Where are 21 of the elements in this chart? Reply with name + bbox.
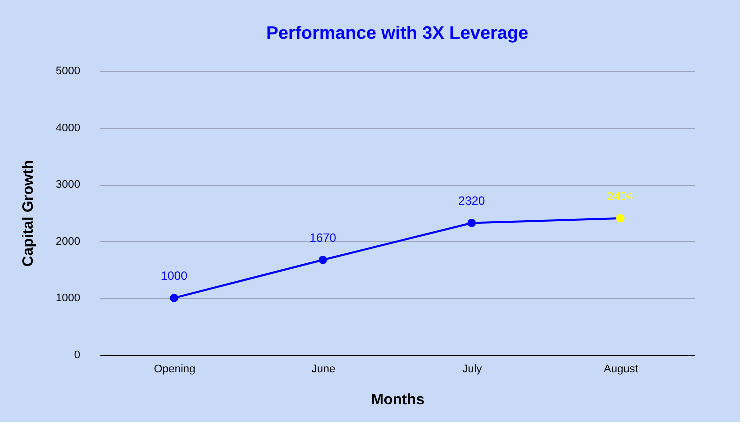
data-label: 2404 (607, 189, 634, 204)
y-tick-label: 2000 (56, 236, 80, 248)
data-label: 2320 (458, 194, 486, 208)
point (616, 214, 625, 223)
y-tick-label: 1000 (56, 292, 80, 305)
y-tick-label: 5000 (56, 66, 80, 78)
data-label: 1670 (310, 231, 337, 246)
x-tick-label: June (312, 364, 336, 376)
point (468, 219, 476, 228)
y-tick-label: 4000 (56, 122, 80, 134)
x-axis-title: Months (371, 392, 425, 408)
y-tick-label: 3000 (56, 179, 80, 192)
x-tick-label: Opening (154, 364, 196, 376)
chart-title: Performance with 3X Leverage (266, 23, 529, 43)
point (318, 256, 328, 264)
y-tick-label: 0 (74, 350, 80, 362)
data-label: 1000 (161, 269, 188, 284)
x-tick-label: August (604, 364, 638, 376)
x-tick-label: July (462, 364, 483, 376)
y-axis-title: Capital Growth (20, 160, 38, 267)
point (170, 294, 179, 302)
